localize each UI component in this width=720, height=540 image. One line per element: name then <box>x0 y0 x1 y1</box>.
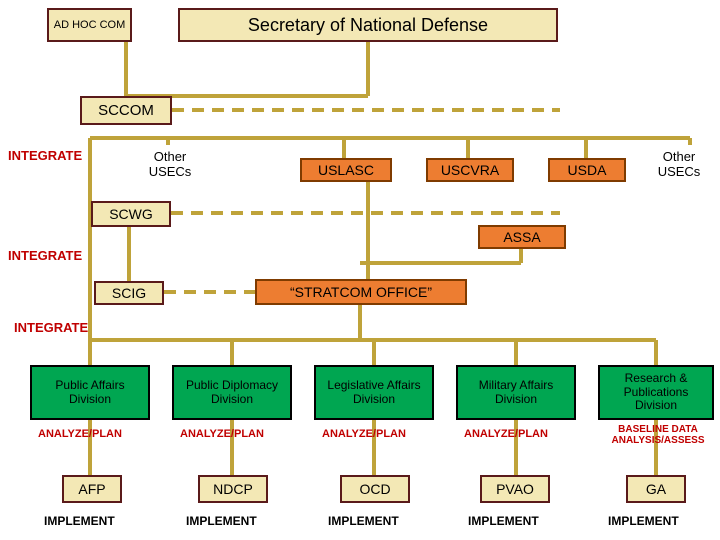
node-pdd: Public Diplomacy Division <box>172 365 292 420</box>
node-afp: AFP <box>62 475 122 503</box>
node-ndcp: NDCP <box>198 475 268 503</box>
node-otherL: Other USECs <box>135 145 205 185</box>
label-int1: INTEGRATE <box>8 148 82 163</box>
node-scwg: SCWG <box>91 201 171 227</box>
node-uscvra: USCVRA <box>426 158 514 182</box>
label-im4: IMPLEMENT <box>468 514 539 528</box>
node-ga: GA <box>626 475 686 503</box>
node-adhoc: AD HOC COM <box>47 8 132 42</box>
node-scig: SCIG <box>94 281 164 305</box>
label-im1: IMPLEMENT <box>44 514 115 528</box>
node-stratcom: “STRATCOM OFFICE” <box>255 279 467 305</box>
label-im3: IMPLEMENT <box>328 514 399 528</box>
node-assa: ASSA <box>478 225 566 249</box>
node-pad: Public Affairs Division <box>30 365 150 420</box>
label-int2: INTEGRATE <box>8 248 82 263</box>
node-sccom: SCCOM <box>80 96 172 125</box>
node-otherR: Other USECs <box>644 145 714 185</box>
node-mad: Military Affairs Division <box>456 365 576 420</box>
label-ap4: ANALYZE/PLAN <box>464 428 548 440</box>
label-ap2: ANALYZE/PLAN <box>180 428 264 440</box>
label-ap3: ANALYZE/PLAN <box>322 428 406 440</box>
label-int3: INTEGRATE <box>14 320 88 335</box>
node-pvao: PVAO <box>480 475 550 503</box>
label-im5: IMPLEMENT <box>608 514 679 528</box>
label-ap5: BASELINE DATA ANALYSIS/ASSESS <box>598 424 718 446</box>
node-rpd: Research & Publications Division <box>598 365 714 420</box>
node-usda: USDA <box>548 158 626 182</box>
node-uslasc: USLASC <box>300 158 392 182</box>
node-ocd: OCD <box>340 475 410 503</box>
node-lad: Legislative Affairs Division <box>314 365 434 420</box>
node-snd: Secretary of National Defense <box>178 8 558 42</box>
label-im2: IMPLEMENT <box>186 514 257 528</box>
label-ap1: ANALYZE/PLAN <box>38 428 122 440</box>
